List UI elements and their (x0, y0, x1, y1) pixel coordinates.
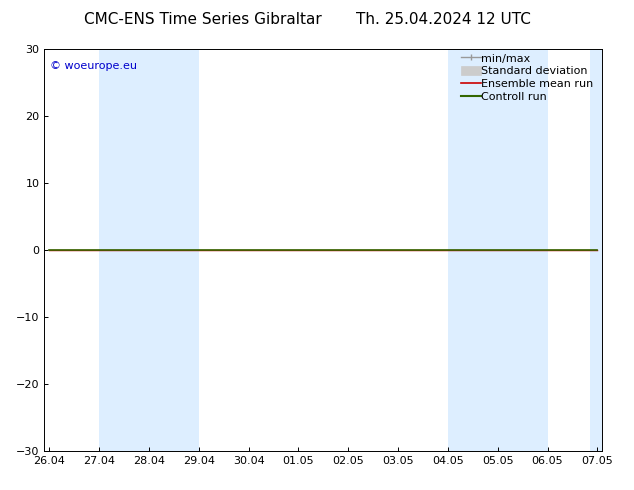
Text: © woeurope.eu: © woeurope.eu (50, 61, 137, 71)
Text: CMC-ENS Time Series Gibraltar: CMC-ENS Time Series Gibraltar (84, 12, 321, 27)
Bar (590, 49, 622, 451)
Legend: min/max, Standard deviation, Ensemble mean run, Controll run: min/max, Standard deviation, Ensemble me… (459, 51, 600, 104)
Bar (448, 49, 548, 451)
Bar (99, 49, 199, 451)
Text: Th. 25.04.2024 12 UTC: Th. 25.04.2024 12 UTC (356, 12, 531, 27)
